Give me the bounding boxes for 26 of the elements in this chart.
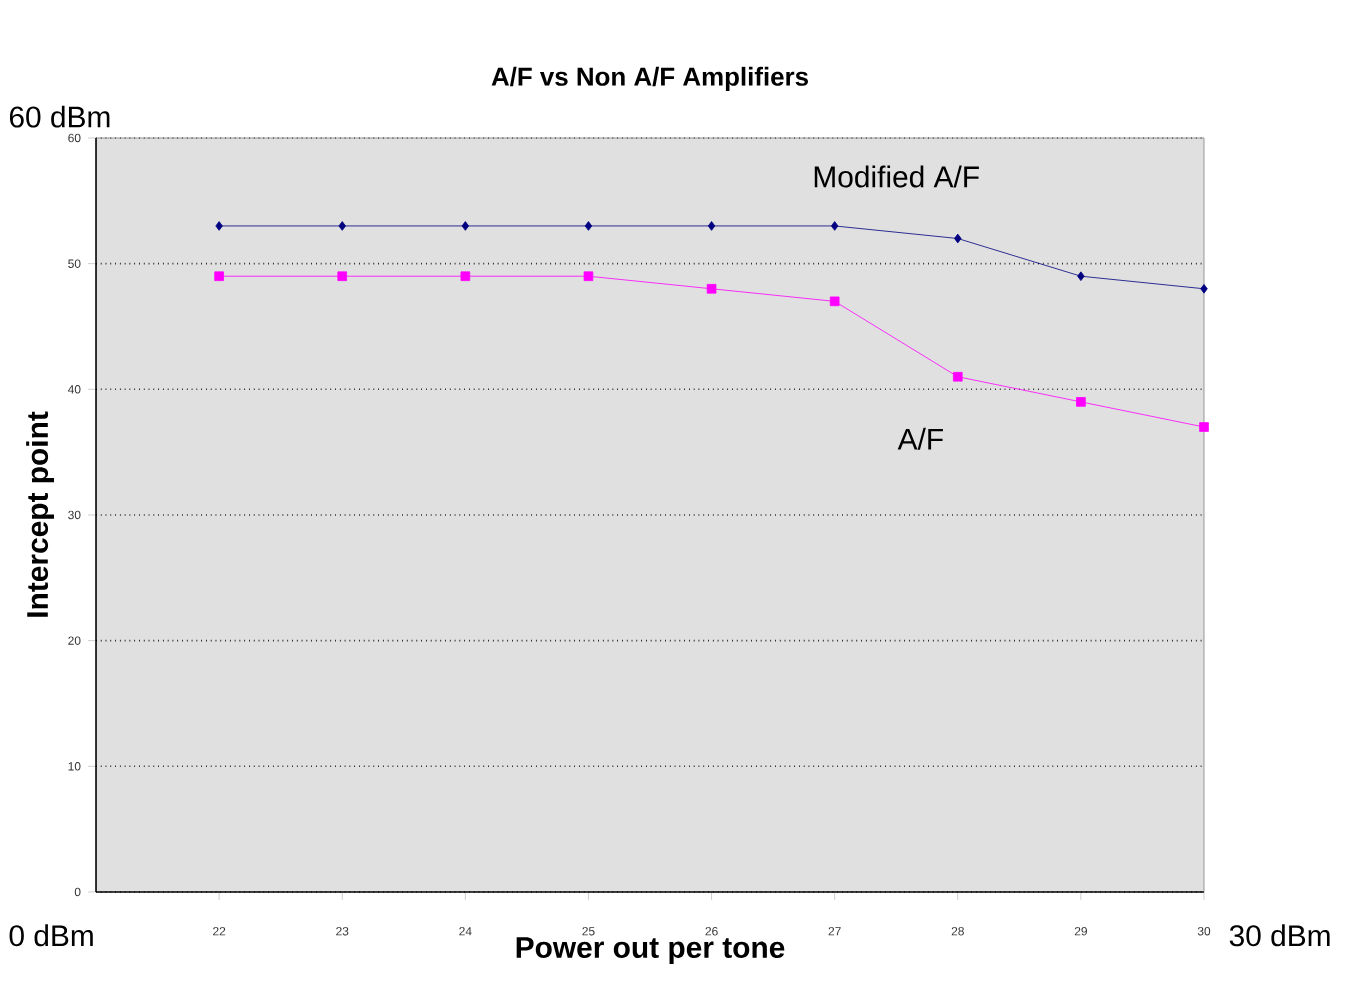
chart-title: A/F vs Non A/F Amplifiers [491,66,808,91]
x-axis-title: Power out per tone [516,937,785,964]
point [584,221,593,231]
point [338,221,346,231]
point [952,371,963,382]
point [1199,422,1209,432]
text: 60 dBm [9,105,110,128]
point [707,221,716,231]
point [460,271,471,282]
point [706,283,717,294]
point [830,221,839,231]
point [1076,397,1086,407]
point [461,221,470,231]
point [583,271,594,282]
point [1200,283,1208,294]
series-label: A/F [897,427,943,450]
point [337,271,348,282]
text: 0 dBm [9,924,93,947]
point [214,271,224,282]
y-axis-title: Intercept point [26,411,54,617]
point [215,221,223,231]
point [1077,271,1085,282]
series-label: Modified A/F [814,165,979,188]
text: 30 dBm [1229,924,1330,947]
point [954,233,962,244]
point [829,296,840,307]
